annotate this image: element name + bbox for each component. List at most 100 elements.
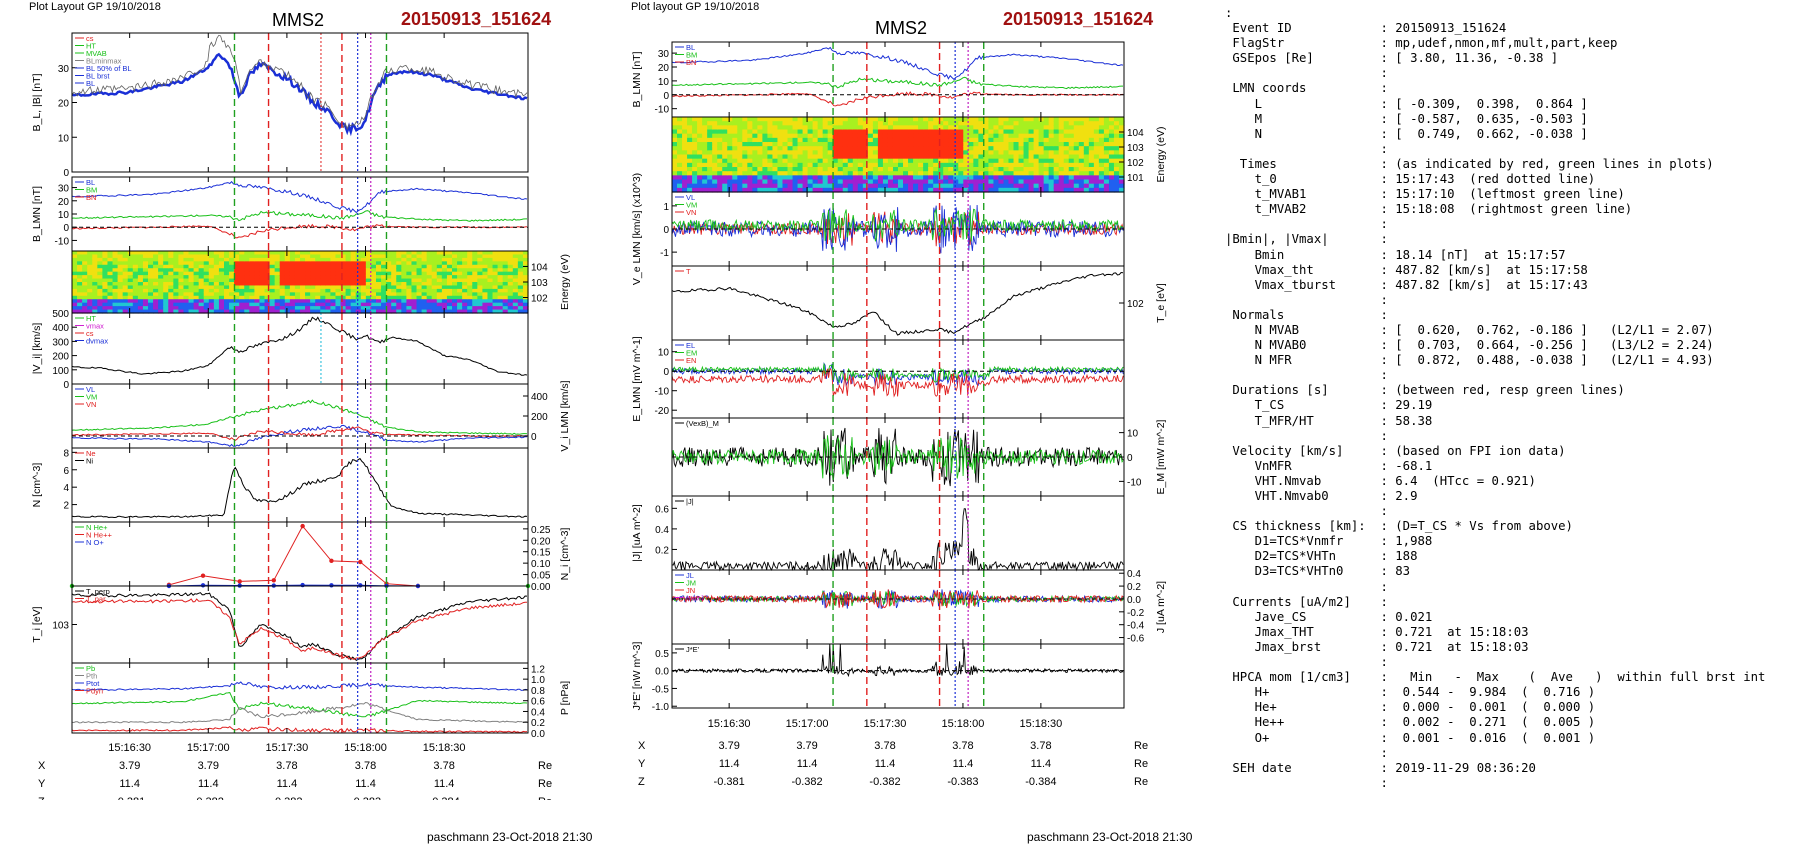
spectrogram-cell — [396, 306, 402, 311]
spectrogram-cell — [1018, 179, 1025, 185]
spectrogram-cell — [787, 133, 794, 139]
spectrogram-cell — [107, 299, 114, 304]
position-row-label: Y — [38, 778, 46, 790]
spectrogram-cell — [1093, 179, 1100, 185]
spectrogram-cell — [908, 187, 914, 193]
spectrogram-cell — [1003, 187, 1010, 193]
spectrogram-cell — [107, 282, 114, 287]
spectrogram-cell — [294, 275, 301, 280]
spectrogram-cell — [993, 117, 1000, 122]
spectrogram-cell — [239, 285, 245, 290]
position-value: -0.382 — [271, 796, 302, 800]
spectrogram-cell — [1008, 129, 1015, 135]
spectrogram-cell — [747, 125, 753, 131]
spectrogram-cell — [142, 264, 149, 269]
spectrogram-cell — [918, 154, 924, 160]
spectrogram-cell — [948, 154, 954, 160]
spectrogram-cell — [370, 295, 377, 300]
spectrogram-cell — [310, 288, 316, 293]
spectrogram-cell — [677, 150, 683, 156]
spectrogram-cell — [1108, 179, 1115, 185]
spectrogram-cell — [767, 146, 774, 151]
spectrogram-cell — [350, 254, 357, 259]
spectrogram-cell — [208, 261, 215, 266]
spectrogram-cell — [492, 292, 499, 297]
spectrogram-cell — [1058, 175, 1065, 181]
spectrogram-cell — [401, 251, 407, 256]
spectrogram-cell — [968, 150, 974, 156]
spectrogram-cell — [239, 282, 245, 287]
spectrogram-cell — [335, 292, 342, 297]
spectrogram-cell — [335, 302, 342, 307]
legend-entry: N He+ — [86, 523, 108, 532]
spectrogram-cell — [300, 285, 306, 290]
spectrogram-cell — [158, 264, 164, 269]
spectrogram-cell — [163, 261, 169, 266]
spectrogram-cell — [294, 278, 301, 283]
spectrogram-cell — [767, 154, 774, 160]
noise-series — [671, 435, 1124, 479]
spectrogram-cell — [310, 295, 316, 300]
spectrogram-cell — [807, 158, 814, 164]
spectrogram-cell — [692, 183, 698, 189]
spectrogram-cell — [92, 306, 98, 311]
spectrogram-cell — [320, 285, 326, 290]
ytick-label: 0 — [63, 223, 69, 234]
series-line-Pdyn — [71, 725, 528, 734]
spectrogram-cell — [522, 275, 529, 280]
spectrogram-cell — [712, 171, 718, 176]
spectrogram-cell — [148, 271, 154, 276]
spectrogram-cell — [923, 121, 929, 126]
spectrogram-cell — [827, 150, 834, 156]
spectrogram-cell — [178, 299, 185, 304]
spectrogram-cell — [822, 117, 829, 122]
spectrogram-cell — [497, 254, 504, 259]
spectrogram-cell — [762, 187, 769, 193]
spectrogram-cell — [847, 133, 854, 139]
spectrogram-cell — [672, 121, 678, 126]
spectrogram-cell — [127, 288, 134, 293]
spectrogram-cell — [1078, 175, 1085, 181]
spectrogram-cell — [218, 282, 225, 287]
spectrogram-cell — [1043, 167, 1050, 172]
spectrogram-cell — [757, 125, 763, 131]
panel-frame — [671, 643, 1125, 709]
spectrogram-cell — [168, 254, 174, 259]
spacecraft-label-mid: MMS2 — [875, 18, 928, 38]
spectrogram-cell — [122, 257, 129, 262]
spectrogram-cell — [687, 146, 693, 151]
spectrogram-cell — [898, 150, 904, 156]
spectrogram-cell — [300, 306, 306, 311]
spectrogram-cell — [943, 175, 949, 181]
spectrogram-cell — [345, 282, 352, 287]
summary-line: Normals : — [1232, 307, 1388, 322]
summary-line: : — [1380, 368, 1388, 383]
spectrogram-cell — [467, 292, 473, 297]
legend-entry: MVAB — [86, 49, 107, 58]
spectrogram-cell — [857, 175, 864, 181]
spectrogram-cell — [355, 285, 362, 290]
spectrogram-cell — [892, 129, 899, 135]
spectrogram-cell — [792, 137, 799, 143]
spectrogram-cell — [782, 167, 789, 172]
spectrogram-cell — [948, 158, 954, 164]
spectrogram-cell — [797, 146, 804, 151]
spectrogram-cell — [998, 162, 1005, 168]
spectrogram-cell — [1098, 183, 1105, 189]
spectrogram-cell — [132, 302, 139, 307]
spectrogram-cell — [360, 306, 367, 311]
spectrogram-cell — [208, 299, 215, 304]
spectrogram-cell — [163, 257, 169, 262]
spectrogram-cell — [1043, 150, 1050, 156]
spectrogram-cell — [903, 175, 909, 181]
spectrogram-cell — [832, 125, 839, 131]
spectrogram-cell — [772, 129, 779, 135]
spectrogram-cell — [72, 306, 78, 311]
spectrogram-cell — [817, 146, 824, 151]
spectrogram-cell — [983, 133, 989, 139]
spectrogram-cell — [512, 261, 519, 266]
spectrogram-cell — [254, 282, 261, 287]
spectrogram-cell — [762, 125, 769, 131]
spectrogram-cell — [672, 129, 678, 135]
